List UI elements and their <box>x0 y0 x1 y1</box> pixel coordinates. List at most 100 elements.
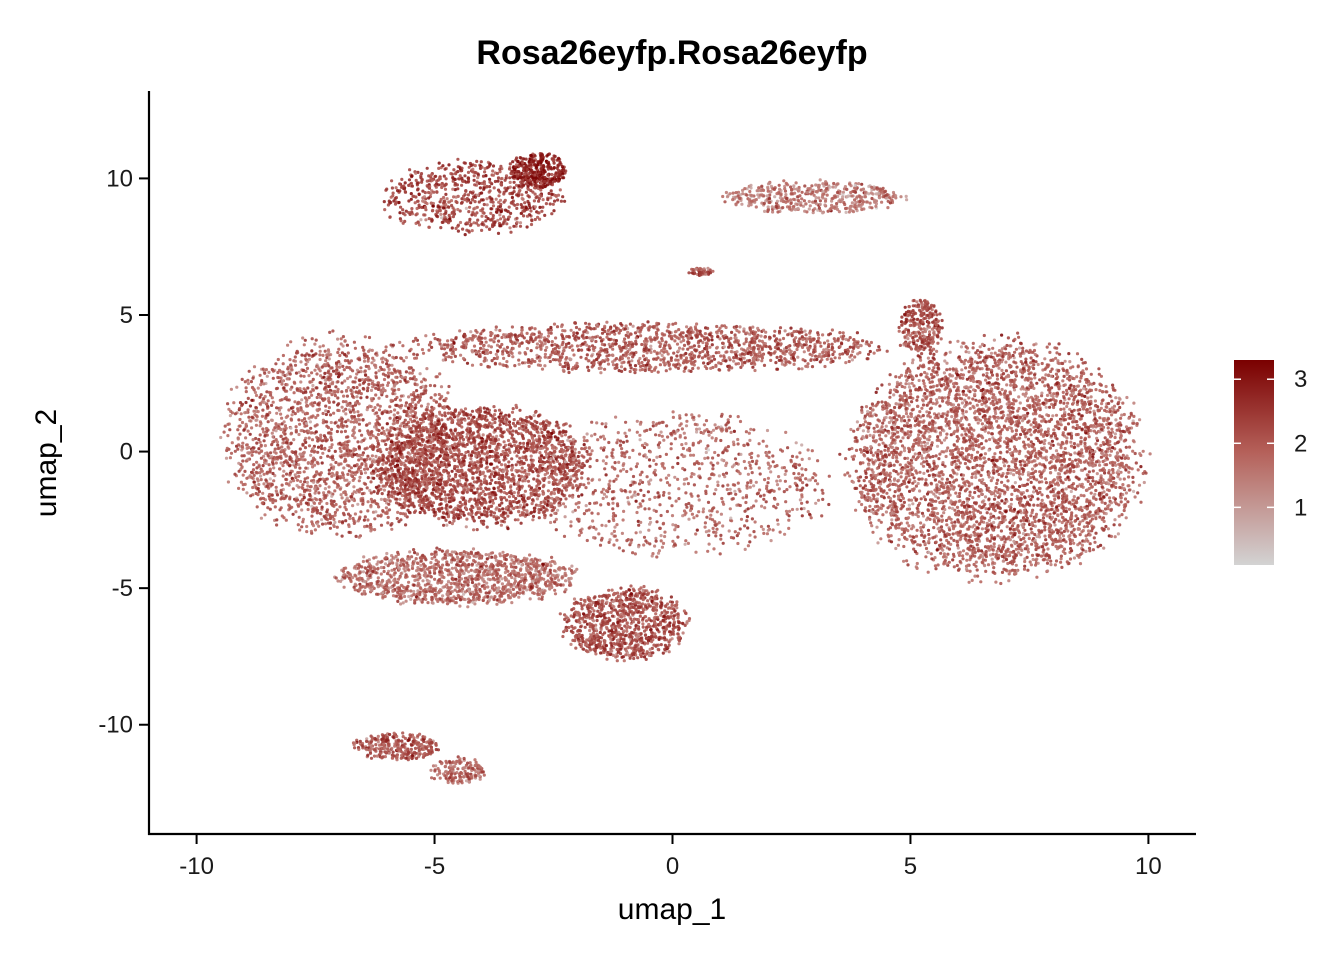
scatter-point <box>300 485 304 489</box>
scatter-point <box>456 169 460 174</box>
scatter-point <box>401 208 405 212</box>
scatter-point <box>749 183 753 187</box>
scatter-point <box>561 172 565 176</box>
scatter-point <box>393 369 397 373</box>
scatter-point <box>274 489 278 493</box>
scatter-point <box>267 492 272 497</box>
scatter-point <box>339 455 343 459</box>
scatter-point <box>476 487 480 491</box>
scatter-point <box>377 423 382 427</box>
scatter-point <box>299 389 303 393</box>
scatter-point <box>568 424 572 428</box>
scatter-point <box>266 420 270 424</box>
scatter-point <box>376 432 380 437</box>
scatter-point <box>260 469 264 473</box>
scatter-point <box>255 471 259 475</box>
scatter-point <box>338 446 342 451</box>
scatter-point <box>226 434 230 438</box>
scatter-point <box>522 421 526 425</box>
scatter-point <box>395 416 399 420</box>
scatter-point <box>440 418 444 422</box>
scatter-point <box>420 180 424 184</box>
scatter-point <box>480 181 484 185</box>
scatter-point <box>393 197 397 201</box>
scatter-point <box>363 335 367 339</box>
scatter-point <box>884 196 889 200</box>
scatter-point <box>536 215 540 219</box>
scatter-point <box>438 397 442 401</box>
scatter-point <box>419 404 424 408</box>
scatter-point <box>491 501 495 505</box>
scatter-point <box>237 461 241 465</box>
scatter-point <box>522 175 526 179</box>
scatter-point <box>366 376 370 380</box>
scatter-point <box>294 428 298 432</box>
scatter-point <box>322 375 326 379</box>
scatter-point <box>560 165 565 169</box>
scatter-point <box>329 372 333 376</box>
scatter-point <box>447 384 451 389</box>
scatter-point <box>515 202 520 207</box>
scatter-point <box>424 408 428 412</box>
scatter-point <box>304 390 308 394</box>
scatter-point <box>853 198 857 202</box>
scatter-point <box>400 441 404 445</box>
scatter-point <box>263 444 267 448</box>
scatter-point <box>389 466 394 470</box>
scatter-point <box>825 186 829 191</box>
scatter-point <box>396 510 400 514</box>
scatter-point <box>387 490 391 494</box>
scatter-point <box>228 414 232 418</box>
scatter-point <box>508 226 512 230</box>
scatter-point <box>319 393 323 397</box>
scatter-point <box>243 380 247 384</box>
scatter-point <box>318 438 322 442</box>
scatter-point <box>254 423 258 427</box>
scatter-point <box>387 353 391 357</box>
scatter-point <box>427 179 431 183</box>
scatter-point <box>433 393 437 397</box>
scatter-point <box>556 175 560 179</box>
scatter-point <box>550 212 554 216</box>
scatter-point <box>233 412 237 416</box>
scatter-point <box>539 163 543 167</box>
scatter-point <box>315 408 319 412</box>
scatter-point <box>259 444 263 448</box>
scatter-point <box>328 390 332 395</box>
scatter-point <box>539 427 543 431</box>
scatter-point <box>443 215 447 219</box>
scatter-point <box>240 377 244 381</box>
scatter-point <box>784 193 788 197</box>
scatter-point <box>366 359 370 363</box>
scatter-point <box>300 525 304 529</box>
scatter-point <box>472 480 476 484</box>
scatter-point <box>297 463 301 467</box>
scatter-point <box>523 489 528 493</box>
scatter-point <box>319 433 323 437</box>
scatter-point <box>418 503 422 507</box>
scatter-point <box>397 404 401 408</box>
scatter-point <box>518 221 523 225</box>
scatter-point <box>263 394 267 399</box>
scatter-point <box>382 488 386 492</box>
scatter-point <box>263 371 267 375</box>
scatter-point <box>305 404 309 408</box>
scatter-point <box>471 198 475 202</box>
scatter-point <box>333 394 337 398</box>
scatter-point <box>394 355 398 360</box>
scatter-point <box>503 198 507 202</box>
scatter-point <box>503 420 507 424</box>
scatter-point <box>352 420 356 424</box>
scatter-point <box>346 376 350 381</box>
scatter-point <box>431 208 435 212</box>
scatter-point <box>690 267 694 271</box>
scatter-point <box>413 378 417 382</box>
scatter-point <box>316 445 321 449</box>
scatter-point <box>300 353 304 357</box>
scatter-point <box>423 386 427 391</box>
scatter-point <box>456 207 460 212</box>
scatter-point <box>392 199 396 203</box>
scatter-point <box>361 381 365 385</box>
scatter-point <box>317 491 321 495</box>
scatter-point <box>333 421 337 425</box>
